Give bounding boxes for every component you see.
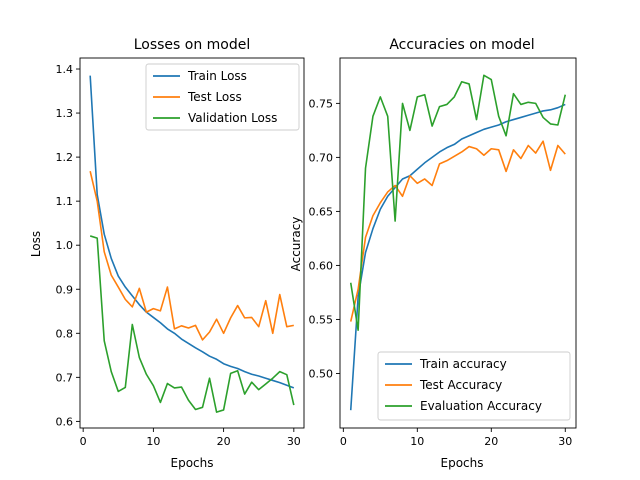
accuracies-x-tick-label: 0 [340,435,347,448]
losses-x-tick-label: 10 [146,435,160,448]
losses-chart: Losses on model Epochs Loss 0 10 20 30 0.6 0.… [29,37,305,470]
losses-legend-entry-label: Train Loss [187,69,247,83]
accuracies-series-test-accuracy-line [349,140,566,322]
losses-x-tick-label: 20 [217,435,231,448]
accuracies-chart-title: Accuracies on model [389,37,534,53]
losses-series-train-loss-line [89,75,295,389]
accuracies-y-tick-label: 0.65 [309,205,334,218]
accuracies-x-tick-label: 10 [410,435,424,448]
accuracies-x-tick-label: 20 [484,435,498,448]
accuracies-y-tick-label: 0.75 [309,97,334,110]
accuracies-chart: Accuracies on model Epochs Accuracy 0 10 2… [289,37,577,470]
losses-chart-title: Losses on model [134,37,251,53]
accuracies-legend: Train accuracy Test Accuracy Evaluation Ac… [377,351,571,421]
accuracies-legend-entry-label: Train accuracy [419,357,507,371]
accuracies-x-axis-label: Epochs [441,456,484,470]
losses-y-axis-label: Loss [29,231,43,257]
losses-y-tick-label: 1.4 [56,63,74,76]
losses-legend: Train Loss Test Loss Validation Loss [145,63,300,131]
accuracies-series-train-accuracy-line [349,103,566,411]
accuracies-y-axis-label: Accuracy [289,217,303,272]
losses-x-axis-label: Epochs [171,456,214,470]
accuracies-series-evaluation-accuracy-line [349,74,567,332]
losses-x-tick-label: 30 [287,435,301,448]
accuracies-legend-entry-label: Evaluation Accuracy [420,399,542,413]
accuracies-y-tick-label: 0.60 [309,259,334,272]
losses-legend-box [145,63,300,131]
losses-legend-entry-label: Test Loss [187,90,242,104]
losses-x-tick-label: 0 [80,435,87,448]
losses-y-tick-label: 0.7 [56,371,74,384]
accuracies-axes-frame [339,57,577,429]
losses-y-tick-label: 0.6 [56,415,74,428]
losses-series-validation-loss-line [89,235,295,413]
losses-axes-frame [79,57,305,429]
losses-y-tick-label: 1.0 [56,239,74,252]
losses-y-tick-label: 0.9 [56,283,74,296]
accuracies-y-tick-label: 0.55 [309,313,334,326]
accuracies-legend-entry-label: Test Accuracy [419,378,502,392]
losses-y-tick-label: 1.2 [56,151,74,164]
accuracies-legend-box [377,351,571,421]
losses-y-tick-label: 0.8 [56,327,74,340]
accuracies-x-tick-label: 30 [558,435,572,448]
accuracies-y-tick-label: 0.70 [309,151,334,164]
losses-y-tick-label: 1.1 [56,195,74,208]
accuracies-y-tick-label: 0.50 [309,367,334,380]
losses-legend-entry-label: Validation Loss [188,111,277,125]
losses-y-tick-label: 1.3 [56,107,74,120]
losses-series-test-loss-line [89,171,294,341]
